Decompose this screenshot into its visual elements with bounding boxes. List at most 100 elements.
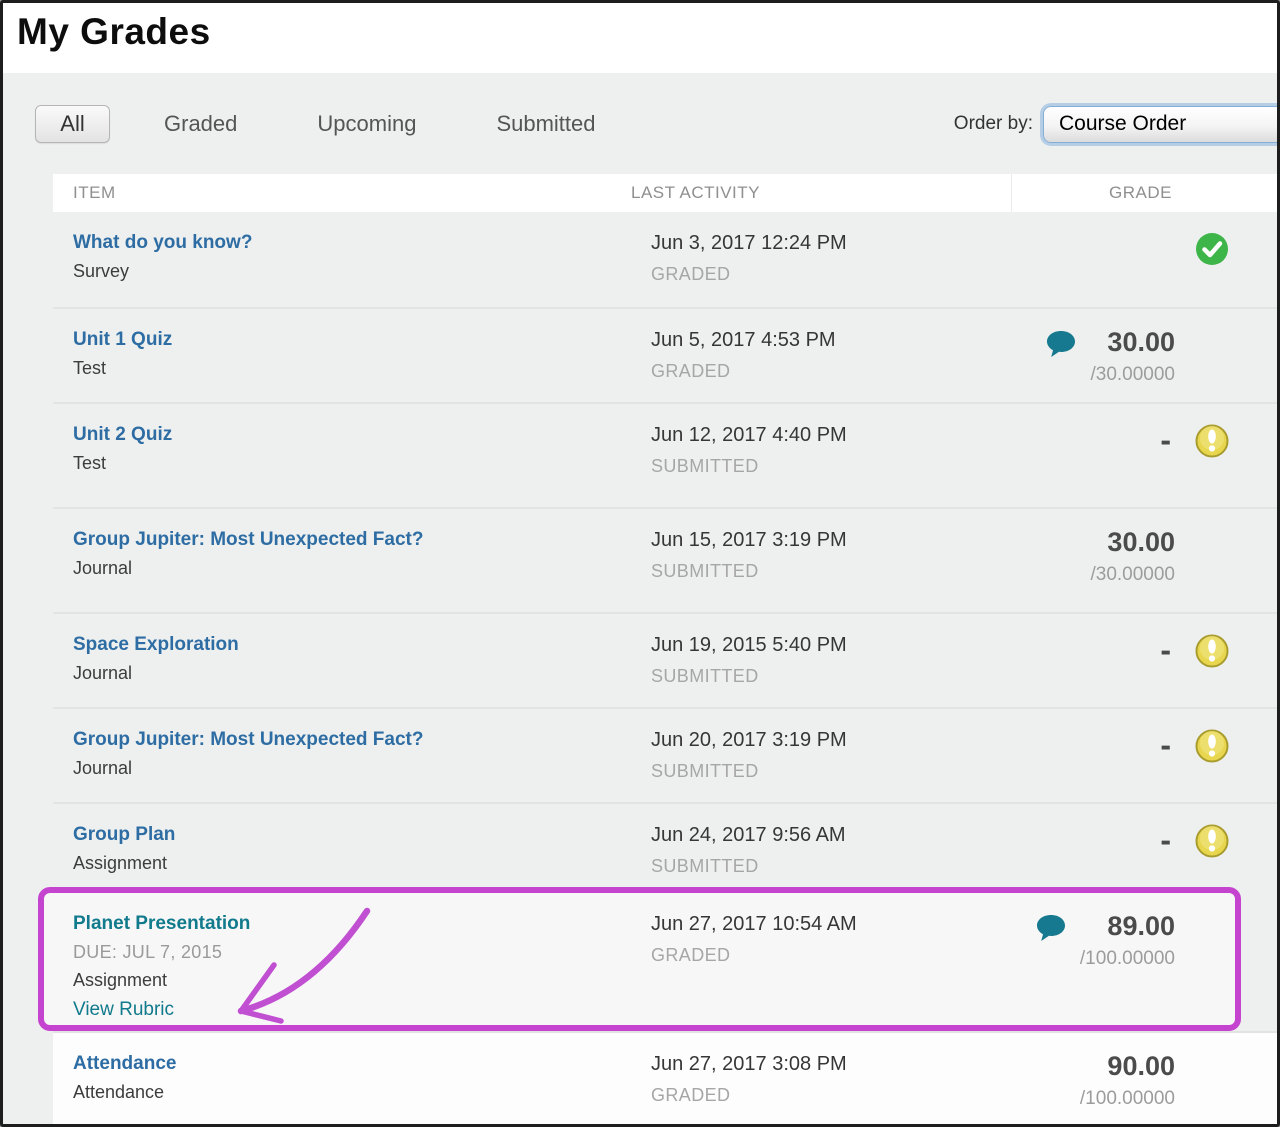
view-rubric-link[interactable]: View Rubric (73, 999, 175, 1020)
item-type-label: Test (73, 358, 107, 378)
item-type-label: Journal (73, 558, 133, 578)
grade-cell: 30.00 /30.00000 (1031, 329, 1277, 402)
item-title-link[interactable]: Attendance (73, 1053, 177, 1074)
exclamation-circle-icon (1195, 729, 1229, 763)
order-by-select[interactable]: Course Order (1043, 105, 1277, 143)
item-title-link[interactable]: Group Jupiter: Most Unexpected Fact? (73, 729, 424, 750)
grade-denominator: /100.00000 (1079, 1088, 1175, 1109)
table-row: Unit 2 Quiz Test Jun 12, 2017 4:40 PM SU… (53, 402, 1277, 507)
grade-denominator: /100.00000 (1079, 948, 1175, 969)
item-cell: What do you know? Survey (73, 232, 651, 307)
order-by-label: Order by: (953, 113, 1033, 134)
grade-cell: - (1031, 729, 1277, 802)
grade-score: 30.00 (1107, 527, 1175, 557)
activity-cell: Jun 27, 2017 3:08 PM GRADED (651, 1053, 1031, 1124)
activity-status: GRADED (651, 264, 731, 284)
activity-date: Jun 19, 2015 5:40 PM (651, 634, 847, 656)
grade-score: 30.00 (1107, 327, 1175, 357)
activity-status: SUBMITTED (651, 761, 759, 781)
comment-icon[interactable] (1046, 330, 1076, 358)
table-row: Group Jupiter: Most Unexpected Fact? Jou… (53, 507, 1277, 612)
item-title-link[interactable]: Unit 1 Quiz (73, 329, 173, 350)
exclamation-circle-icon (1195, 424, 1229, 458)
activity-cell: Jun 3, 2017 12:24 PM GRADED (651, 232, 1031, 307)
table-row: Group Jupiter: Most Unexpected Fact? Jou… (53, 707, 1277, 802)
item-title-link[interactable]: Unit 2 Quiz (73, 424, 173, 445)
grade-dash: - (1160, 727, 1171, 763)
grade-denominator: /30.00000 (1090, 564, 1175, 585)
filter-toolbar: All Graded Upcoming Submitted Order by: … (35, 104, 1277, 144)
table-row: Attendance Attendance Jun 27, 2017 3:08 … (53, 1031, 1277, 1124)
grade-cell: - (1031, 424, 1277, 507)
item-type-label: Attendance (73, 1082, 165, 1102)
item-title-link[interactable]: Group Jupiter: Most Unexpected Fact? (73, 529, 424, 550)
order-by-group: Order by: Course Order (953, 105, 1277, 143)
header-last-activity: LAST ACTIVITY (631, 183, 761, 202)
item-title-link[interactable]: Planet Presentation (73, 913, 251, 934)
tab-submitted[interactable]: Submitted (496, 111, 596, 136)
comment-icon[interactable] (1036, 914, 1066, 942)
table-row: Space Exploration Journal Jun 19, 2015 5… (53, 612, 1277, 707)
activity-date: Jun 27, 2017 10:54 AM (651, 913, 857, 935)
item-due-date: DUE: JUL 7, 2015 (73, 942, 223, 962)
activity-date: Jun 5, 2017 4:53 PM (651, 329, 836, 351)
check-circle-icon (1195, 232, 1229, 266)
grade-dash: - (1160, 632, 1171, 668)
grade-cell: - (1031, 824, 1277, 887)
exclamation-circle-icon (1195, 634, 1229, 668)
item-cell: Unit 2 Quiz Test (73, 424, 651, 507)
activity-date: Jun 27, 2017 3:08 PM (651, 1053, 847, 1075)
header-grade: GRADE (1011, 174, 1277, 212)
grade-cell: 89.00 /100.00000 (237, 907, 1235, 1025)
item-title-link[interactable]: What do you know? (73, 232, 253, 253)
item-title-link[interactable]: Space Exploration (73, 634, 239, 655)
tab-graded[interactable]: Graded (164, 111, 238, 136)
activity-date: Jun 3, 2017 12:24 PM (651, 232, 847, 254)
score-block: 30.00 /30.00000 (1090, 529, 1175, 586)
table-row: Group Plan Assignment Jun 24, 2017 9:56 … (53, 802, 1277, 887)
activity-cell: Jun 24, 2017 9:56 AM SUBMITTED (651, 824, 1031, 887)
tab-upcoming[interactable]: Upcoming (317, 111, 417, 136)
activity-cell: Jun 15, 2017 3:19 PM SUBMITTED (651, 529, 1031, 612)
grade-dash: - (1160, 822, 1171, 858)
item-type-label: Assignment (73, 853, 168, 873)
table-row: What do you know? Survey Jun 3, 2017 12:… (53, 212, 1277, 307)
item-cell: Attendance Attendance (73, 1053, 651, 1124)
grade-rows: What do you know? Survey Jun 3, 2017 12:… (38, 212, 1277, 1124)
item-type-label: Assignment (73, 970, 168, 990)
item-cell: Unit 1 Quiz Test (73, 329, 651, 402)
table-header: ITEM LAST ACTIVITY GRADE (53, 174, 1277, 212)
activity-cell: Jun 19, 2015 5:40 PM SUBMITTED (651, 634, 1031, 707)
grade-denominator: /30.00000 (1090, 364, 1175, 385)
activity-status: SUBMITTED (651, 561, 759, 581)
page-title: My Grades (17, 11, 211, 52)
activity-status: SUBMITTED (651, 456, 759, 476)
activity-status: GRADED (651, 361, 731, 381)
activity-cell: Jun 12, 2017 4:40 PM SUBMITTED (651, 424, 1031, 507)
activity-status: GRADED (651, 1085, 731, 1105)
exclamation-circle-icon (1195, 824, 1229, 858)
item-title-link[interactable]: Group Plan (73, 824, 176, 845)
activity-cell: Jun 27, 2017 10:54 AM GRADED (651, 913, 1031, 1025)
title-bar: My Grades (3, 3, 1277, 73)
activity-status: SUBMITTED (651, 666, 759, 686)
activity-cell: Jun 5, 2017 4:53 PM GRADED (651, 329, 1031, 402)
score-block: 90.00 /100.00000 (1080, 1053, 1175, 1110)
item-type-label: Journal (73, 758, 133, 778)
grade-cell: 90.00 /100.00000 (1031, 1053, 1277, 1124)
grade-score: 89.00 (1107, 911, 1175, 941)
activity-date: Jun 12, 2017 4:40 PM (651, 424, 847, 446)
grade-dash: - (1160, 422, 1171, 458)
grade-cell: 30.00 /30.00000 (1031, 529, 1277, 612)
table-row: Unit 1 Quiz Test Jun 5, 2017 4:53 PM GRA… (53, 307, 1277, 402)
tab-all[interactable]: All (35, 105, 110, 143)
activity-status: SUBMITTED (651, 856, 759, 876)
grade-cell (1031, 232, 1277, 307)
activity-status: GRADED (651, 945, 731, 965)
activity-date: Jun 20, 2017 3:19 PM (651, 729, 847, 751)
activity-cell: Jun 20, 2017 3:19 PM SUBMITTED (651, 729, 1031, 802)
activity-date: Jun 15, 2017 3:19 PM (651, 529, 847, 551)
item-cell: Space Exploration Journal (73, 634, 651, 707)
grades-table: ITEM LAST ACTIVITY GRADE What do you kno… (38, 174, 1277, 1124)
